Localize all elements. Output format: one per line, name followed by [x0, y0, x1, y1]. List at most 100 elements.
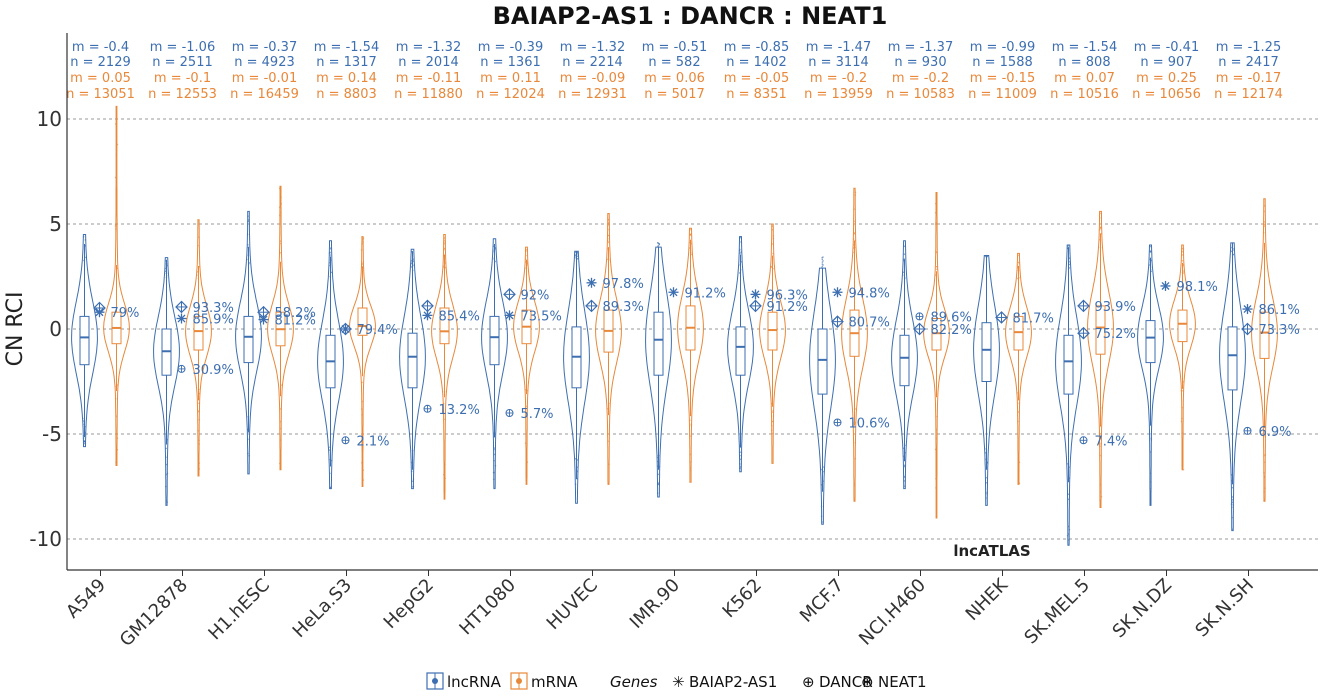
stat-label: n = 808: [1058, 55, 1110, 70]
outlier-point: [1263, 210, 1265, 213]
outlier-point: [689, 435, 692, 437]
baiap2-as1-pct-label: 85.9%: [193, 313, 234, 328]
outlier-point: [689, 228, 691, 231]
outlier-point: [1180, 420, 1183, 423]
outlier-point: [656, 483, 659, 486]
outlier-point: [329, 251, 331, 254]
outlier-point: [444, 463, 446, 466]
violin-mrna: [677, 227, 704, 483]
x-tick-label: NCI.H460: [855, 575, 930, 650]
stat-label: m = -0.2: [810, 71, 867, 86]
outlier-point: [329, 247, 332, 250]
outlier-point: [657, 473, 659, 476]
legend-gene-symbol: ⊕: [861, 673, 874, 691]
outlier-point: [1264, 453, 1266, 456]
y-tick-label: 5: [49, 212, 62, 236]
outlier-point: [329, 472, 331, 475]
box-lncrna: [1145, 320, 1156, 364]
outlier-point: [607, 219, 610, 221]
stat-label: m = -0.99: [970, 40, 1035, 55]
outlier-point: [279, 427, 281, 430]
neat1-pct-label: 6.9%: [1259, 425, 1292, 440]
outlier-point: [443, 249, 445, 251]
outlier-point: [362, 441, 364, 444]
dancr-pct-label: 58.2%: [275, 306, 316, 321]
outlier-point: [771, 228, 774, 231]
outlier-point: [279, 420, 282, 423]
outlier-point: [1099, 483, 1102, 486]
baiap2-as1-pct-label: 79%: [111, 306, 140, 321]
outlier-point: [116, 448, 119, 451]
violin-lncrna: [1137, 244, 1164, 506]
category-group: [891, 192, 950, 519]
outlier-point: [1231, 501, 1234, 504]
category-group: [727, 223, 786, 473]
outlier-point: [165, 463, 168, 466]
outlier-point: [279, 408, 282, 410]
outlier-point: [1263, 476, 1266, 478]
outlier-point: [198, 236, 200, 238]
outlier-point: [771, 411, 774, 413]
legend-gene-symbol: ⊕: [802, 673, 815, 691]
baiap2-as1-marker: [1161, 281, 1170, 290]
dancr-pct-label: 75.2%: [1095, 327, 1136, 342]
outlier-point: [854, 194, 857, 196]
outlier-point: [1262, 231, 1265, 234]
outlier-point: [1067, 533, 1070, 535]
outlier-point: [739, 451, 742, 453]
box-mrna: [767, 311, 778, 351]
outlier-point: [739, 236, 742, 239]
outlier-point: [1263, 500, 1265, 502]
outlier-point: [278, 206, 281, 208]
outlier-point: [360, 249, 363, 251]
box-mrna: [1177, 309, 1188, 343]
outlier-point: [280, 196, 282, 199]
dancr-pct-label: 93.3%: [193, 301, 234, 316]
stat-label: n = 10656: [1132, 87, 1201, 102]
stat-label: n = 907: [1140, 55, 1192, 70]
baiap2-as1-marker: [669, 288, 678, 297]
outlier-point: [657, 244, 660, 247]
outlier-point: [166, 501, 168, 503]
box-mrna: [439, 307, 450, 345]
outlier-point: [198, 462, 200, 465]
outlier-point: [1264, 487, 1266, 489]
x-tick-label: IMR.90: [626, 575, 684, 633]
outlier-point: [1100, 212, 1102, 215]
y-tick-label: 10: [37, 107, 62, 131]
stat-label: n = 1588: [972, 55, 1032, 70]
outlier-point: [1068, 528, 1071, 531]
outlier-point: [82, 235, 85, 238]
violin-mrna: [595, 213, 622, 485]
stat-label: n = 10516: [1050, 87, 1119, 102]
x-tick-label: HepG2: [380, 575, 438, 633]
category-group: [563, 213, 622, 504]
stat-label: n = 11009: [968, 87, 1037, 102]
outlier-point: [1149, 472, 1152, 475]
outlier-point: [246, 233, 249, 236]
stat-label: m = 0.05: [70, 71, 131, 86]
outlier-point: [1263, 205, 1266, 207]
outlier-point: [772, 415, 775, 417]
stat-label: n = 1402: [726, 55, 786, 70]
stat-label: m = -1.47: [806, 40, 871, 55]
dancr-pct-label: 82.2%: [931, 323, 972, 338]
outlier-point: [280, 202, 283, 205]
baiap2-as1-pct-label: 94.8%: [849, 286, 890, 301]
stat-label: m = -1.32: [560, 40, 625, 55]
box-mrna: [357, 307, 368, 336]
outlier-point: [198, 439, 200, 442]
outlier-point: [1017, 411, 1020, 413]
outlier-point: [689, 453, 692, 456]
outlier-point: [526, 248, 528, 251]
dancr-pct-label: 91.2%: [767, 300, 808, 315]
outlier-point: [656, 241, 659, 244]
legend-gene-symbol: ✳: [672, 673, 685, 691]
stat-label: m = 0.11: [480, 71, 541, 86]
outlier-point: [115, 415, 118, 417]
y-tick-label: -10: [29, 527, 62, 551]
outlier-point: [1262, 435, 1265, 438]
outlier-point: [1099, 445, 1101, 448]
outlier-point: [821, 256, 823, 259]
outlier-point: [493, 453, 496, 456]
